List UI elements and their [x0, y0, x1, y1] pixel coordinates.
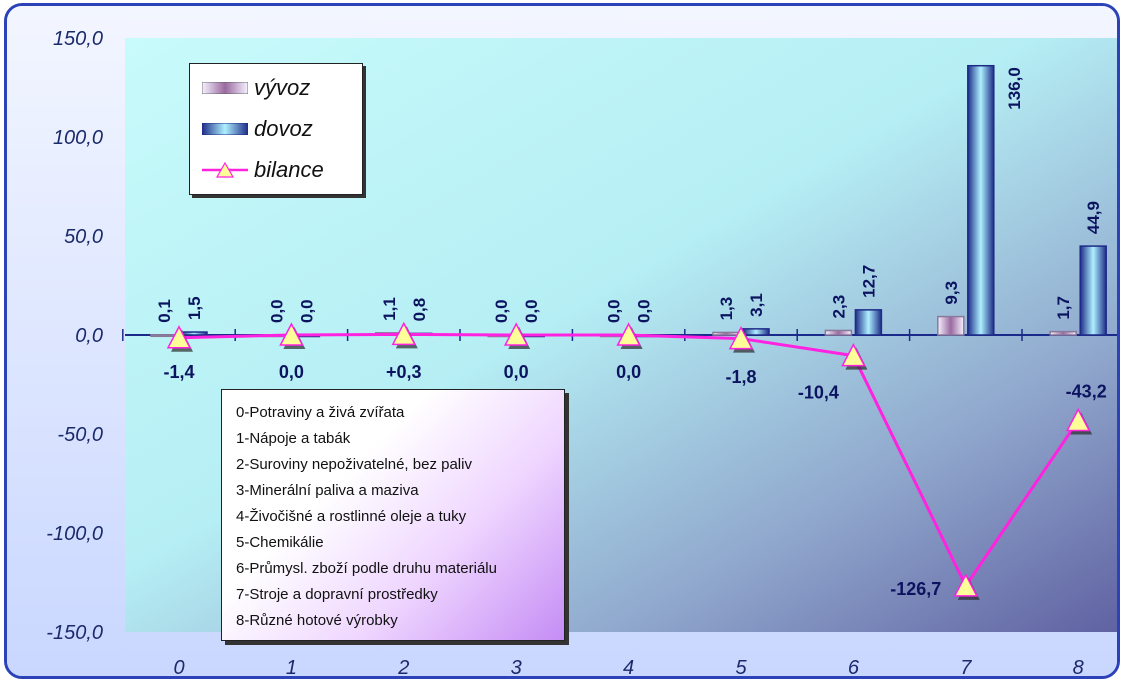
legend-item-vyvoz: vývoz [190, 70, 362, 104]
bar-dovoz [967, 64, 995, 336]
label-vyvoz: 1,3 [717, 297, 736, 321]
label-bilance: -126,7 [890, 579, 941, 599]
bar-vyvoz [824, 329, 853, 336]
y-tick-label: -100,0 [46, 523, 103, 545]
category-legend: 0-Potraviny a živá zvířata 1-Nápoje a ta… [221, 389, 565, 641]
bar-dovoz [854, 309, 883, 336]
label-bilance: -1,4 [163, 362, 194, 382]
bilance-marker [616, 322, 641, 346]
x-tick-label: 3 [511, 657, 522, 676]
label-bilance: +0,3 [386, 362, 422, 382]
label-vyvoz: 9,3 [942, 281, 961, 305]
legend-label-dovoz: dovoz [254, 116, 313, 141]
label-bilance: -10,4 [798, 383, 839, 403]
series-legend: vývoz dovoz bilance [189, 63, 363, 195]
label-dovoz: 136,0 [1005, 67, 1024, 110]
bilance-marker [728, 325, 754, 350]
bilance-marker [391, 321, 417, 346]
category-item-4: 4-Živočišné a rostlinné oleje a tuky [236, 508, 467, 525]
category-item-1: 1-Nápoje a tabák [236, 430, 351, 447]
y-tick-label: -150,0 [46, 622, 103, 644]
legend-swatch-bilance [202, 162, 248, 178]
chart-frame: 150,0 100,0 50,0 0,0 -50,0 -100,0 -150,0 0 1 2 3 4 5… [4, 3, 1120, 679]
category-item-5: 5-Chemikálie [236, 534, 324, 551]
legend-label-vyvoz: vývoz [254, 75, 311, 100]
bar-vyvoz [150, 334, 178, 338]
y-tick-label: 150,0 [53, 28, 103, 50]
category-item-0: 0-Potraviny a živá zvířata [236, 404, 405, 421]
y-tick-label: 0,0 [75, 325, 103, 347]
x-tick-label: 4 [623, 657, 634, 676]
x-tick-label: 8 [1073, 657, 1084, 676]
label-vyvoz: 0,1 [155, 299, 174, 323]
label-bilance: -43,2 [1066, 382, 1107, 402]
x-tick-label: 2 [397, 657, 409, 676]
label-vyvoz: 1,1 [380, 297, 399, 321]
bar-vyvoz [712, 331, 740, 336]
legend-label-bilance: bilance [254, 157, 324, 182]
x-tick-label: 1 [286, 657, 297, 676]
label-vyvoz: 0,0 [267, 299, 286, 323]
bilance-marker [953, 573, 979, 597]
bar-vyvoz [937, 315, 965, 336]
label-dovoz: 3,1 [747, 293, 766, 317]
label-dovoz: 0,8 [410, 298, 429, 322]
category-item-7: 7-Stroje a dopravní prostředky [236, 586, 438, 603]
bilance-marker [1065, 407, 1091, 432]
label-dovoz: 0,0 [635, 299, 654, 323]
legend-swatch-dovoz [202, 123, 248, 135]
label-bilance: -1,8 [725, 367, 756, 387]
bar-vyvoz [1049, 330, 1077, 336]
y-tick-label: -50,0 [57, 424, 103, 446]
legend-item-bilance: bilance [190, 152, 362, 186]
label-vyvoz: 1,7 [1054, 296, 1073, 320]
legend-item-dovoz: dovoz [190, 111, 362, 145]
bar-dovoz [742, 328, 770, 336]
y-tick-label: 100,0 [53, 127, 103, 149]
category-item-3: 3-Minerální paliva a maziva [236, 482, 419, 499]
category-item-8: 8-Různé hotové výrobky [236, 612, 398, 629]
bar-dovoz [1079, 245, 1107, 336]
label-bilance: 0,0 [504, 362, 529, 382]
x-tick-label: 6 [848, 657, 860, 676]
label-dovoz: 0,0 [522, 299, 541, 323]
bar-dovoz [180, 331, 208, 336]
bilance-marker [841, 342, 866, 367]
bilance-marker [166, 325, 192, 349]
bilance-marker [503, 322, 529, 346]
bilance-marker [279, 322, 304, 346]
legend-swatch-vyvoz [202, 82, 248, 94]
label-dovoz: 12,7 [859, 265, 878, 298]
label-dovoz: 0,0 [297, 299, 316, 323]
label-vyvoz: 0,0 [492, 299, 511, 323]
x-tick-label: 5 [735, 657, 747, 676]
category-item-6: 6-Průmysl. zboží podle druhu materiálu [236, 560, 497, 577]
y-tick-label: 50,0 [64, 226, 103, 248]
label-dovoz: 1,5 [185, 296, 204, 320]
label-vyvoz: 2,3 [829, 295, 848, 319]
x-tick-label: 7 [960, 657, 972, 676]
label-vyvoz: 0,0 [605, 299, 624, 323]
x-tick-label: 0 [173, 657, 184, 676]
label-bilance: 0,0 [616, 362, 641, 382]
category-item-2: 2-Suroviny nepoživatelné, bez paliv [236, 456, 472, 473]
label-bilance: 0,0 [279, 362, 304, 382]
label-dovoz: 44,9 [1084, 201, 1103, 234]
